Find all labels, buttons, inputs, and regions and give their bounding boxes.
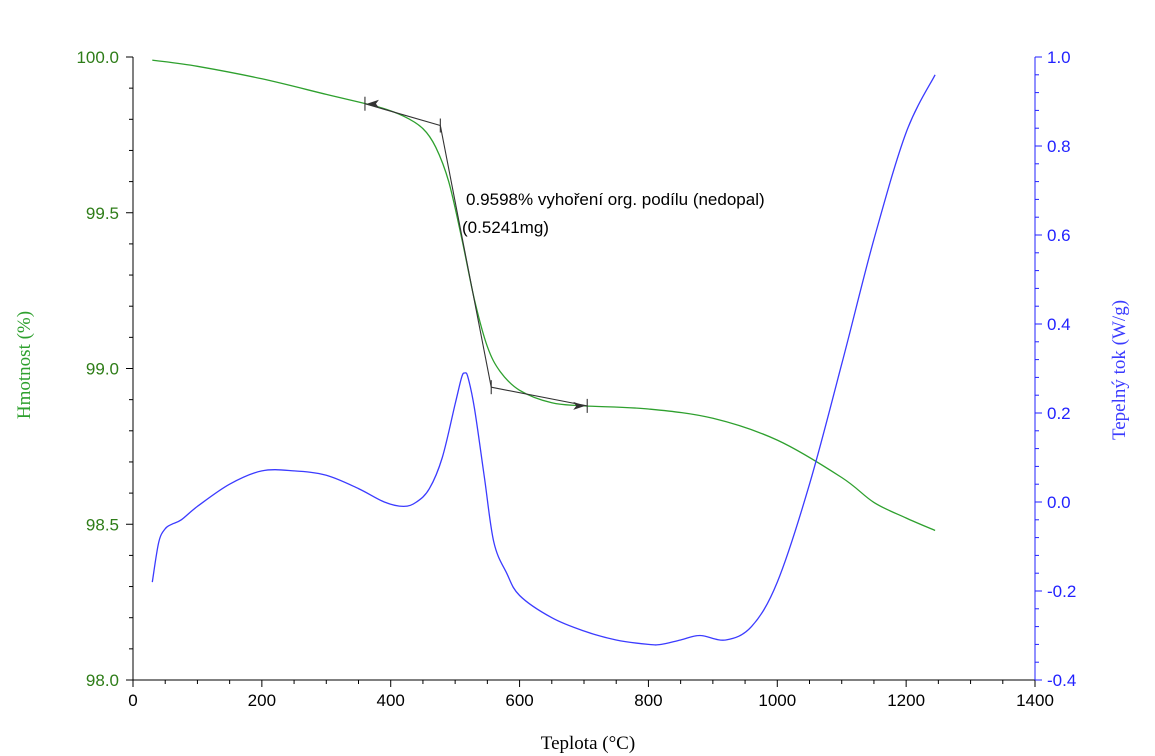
tangent-line: [491, 386, 588, 407]
y-left-tick-label: 99.5: [86, 204, 119, 223]
x-tick-label: 400: [377, 691, 405, 710]
tangent-lines: [364, 96, 588, 413]
x-tick-label: 800: [634, 691, 662, 710]
x-tick-label: 200: [248, 691, 276, 710]
series-line-heat-flow: [151, 74, 936, 646]
y-right-tick-label: 0.2: [1047, 404, 1071, 423]
y-left-tick-label: 100.0: [76, 48, 119, 67]
y-right-tick-label: 0.0: [1047, 493, 1071, 512]
y-right-tick-label: -0.4: [1047, 671, 1076, 690]
x-axis-label: Teplota (°C): [541, 733, 635, 754]
series-layer: [151, 59, 936, 646]
y-right-tick-label: 0.6: [1047, 226, 1071, 245]
y-right-tick-label: 1.0: [1047, 48, 1071, 67]
y-right-tick-label: 0.8: [1047, 137, 1071, 156]
x-tick-label: 1400: [1016, 691, 1054, 710]
x-tick-label: 0: [128, 691, 137, 710]
x-tick-label: 1000: [758, 691, 796, 710]
tangent-arrow-right: [573, 401, 586, 410]
y-left-tick-label: 98.0: [86, 671, 119, 690]
y-right-tick-label: -0.2: [1047, 582, 1076, 601]
tangent-arrow-left: [366, 99, 379, 108]
y-axis-left-label: Hmotnost (%): [14, 311, 35, 419]
x-tick-label: 1200: [887, 691, 925, 710]
y-right-tick-label: 0.4: [1047, 315, 1071, 334]
annotation-line-2: (0.5241mg): [462, 218, 549, 237]
x-tick-label: 600: [505, 691, 533, 710]
y-left-tick-label: 99.0: [86, 360, 119, 379]
series-line-mass: [152, 59, 936, 532]
axis-ticks: [126, 56, 1042, 687]
tangent-line: [439, 125, 492, 388]
tick-labels: 0 200 400 600 800 1000 1200 1400 98.0 98.5 99.0 99.…: [76, 48, 1076, 710]
tangent-line: [364, 103, 441, 127]
annotation-line-1: 0.9598% vyhoření org. podílu (nedopal): [466, 190, 765, 209]
y-axis-right-label: Tepelný tok (W/g): [1109, 300, 1130, 440]
y-left-tick-label: 98.5: [86, 515, 119, 534]
